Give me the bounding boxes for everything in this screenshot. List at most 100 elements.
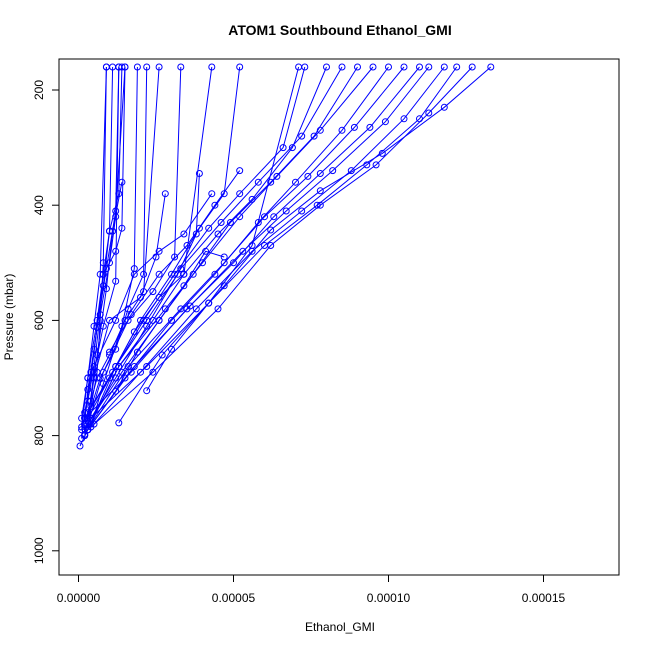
profile-series: [87, 63, 408, 428]
data-point: [102, 265, 110, 273]
data-point: [385, 63, 392, 71]
data-point: [220, 190, 228, 198]
profile-line: [109, 170, 241, 353]
data-point: [158, 351, 166, 359]
profile-line: [93, 193, 166, 379]
data-point: [205, 224, 213, 232]
data-point: [133, 348, 141, 356]
data-point: [338, 63, 346, 71]
data-point: [140, 270, 148, 278]
profile-series: [143, 63, 303, 395]
x-tick-label: 0.00000: [57, 591, 101, 605]
data-point: [214, 230, 222, 238]
data-point: [282, 207, 290, 215]
data-point: [143, 363, 151, 370]
y-tick-label: 800: [32, 425, 46, 445]
data-point: [81, 432, 89, 440]
data-point: [155, 316, 163, 324]
data-point: [115, 190, 123, 198]
data-point: [453, 63, 461, 71]
profile-line: [87, 66, 148, 419]
data-point: [130, 363, 138, 370]
profile-series: [84, 63, 123, 425]
data-point: [143, 387, 151, 395]
data-point: [416, 63, 423, 71]
data-point: [130, 270, 138, 278]
y-tick-label: 600: [32, 310, 46, 330]
data-point: [323, 63, 330, 71]
data-point: [381, 118, 389, 126]
data-point: [304, 172, 312, 180]
data-point: [127, 368, 135, 376]
data-point: [279, 144, 287, 152]
data-point: [372, 161, 380, 169]
data-point: [440, 103, 448, 111]
data-point: [192, 305, 200, 313]
data-point: [369, 63, 377, 71]
data-point: [180, 282, 188, 290]
data-point: [115, 419, 123, 427]
data-point: [155, 63, 163, 71]
data-point: [112, 387, 120, 395]
data-point: [400, 115, 408, 123]
data-point: [217, 219, 225, 226]
data-point: [254, 219, 262, 226]
chart-title: ATOM1 Southbound Ethanol_GMI: [228, 22, 451, 38]
data-point: [143, 322, 151, 330]
data-point: [273, 172, 281, 180]
data-point: [161, 190, 169, 198]
data-point: [112, 316, 120, 324]
data-point: [254, 178, 262, 186]
data-point: [400, 63, 408, 71]
data-point: [140, 316, 148, 324]
x-axis: 0.00000 0.00005 0.00010 0.00015: [57, 574, 566, 605]
data-point: [298, 132, 306, 140]
data-point: [177, 63, 185, 71]
data-point: [205, 299, 213, 307]
data-point: [177, 265, 185, 273]
data-point: [288, 144, 296, 152]
y-tick-label: 400: [32, 195, 46, 215]
data-point: [102, 285, 110, 293]
profile-series: [84, 63, 392, 434]
x-tick-label: 0.00005: [212, 591, 256, 605]
profile-line: [87, 66, 120, 422]
profile-series: [90, 190, 169, 382]
data-point: [143, 63, 151, 71]
profile-line: [87, 66, 430, 431]
data-point: [298, 207, 306, 215]
data-point: [270, 213, 278, 221]
data-point: [425, 109, 433, 117]
data-point: [106, 227, 113, 235]
data-point: [267, 178, 275, 186]
data-point: [99, 368, 107, 376]
data-point: [316, 126, 324, 134]
data-point: [192, 230, 200, 238]
data-point: [316, 201, 324, 209]
data-point: [118, 63, 126, 71]
data-point: [236, 190, 244, 198]
data-point: [425, 63, 433, 71]
data-point: [440, 63, 448, 71]
data-point: [112, 277, 120, 285]
data-point: [354, 63, 361, 71]
data-point: [468, 63, 476, 71]
data-point: [90, 374, 98, 382]
data-point: [208, 63, 216, 71]
data-point: [202, 247, 210, 255]
data-point: [316, 187, 324, 195]
data-point: [329, 167, 337, 175]
data-point: [220, 253, 228, 261]
data-point: [230, 259, 237, 267]
profile-line: [118, 66, 492, 424]
data-point: [236, 213, 244, 221]
data-point: [378, 149, 386, 157]
data-point: [295, 63, 303, 71]
x-axis-label: Ethanol_GMI: [305, 620, 375, 634]
profile-series: [87, 190, 216, 376]
data-point: [87, 368, 95, 376]
data-point: [115, 63, 123, 71]
data-point: [84, 426, 92, 434]
data-point: [226, 219, 234, 226]
profile-series: [81, 63, 377, 440]
